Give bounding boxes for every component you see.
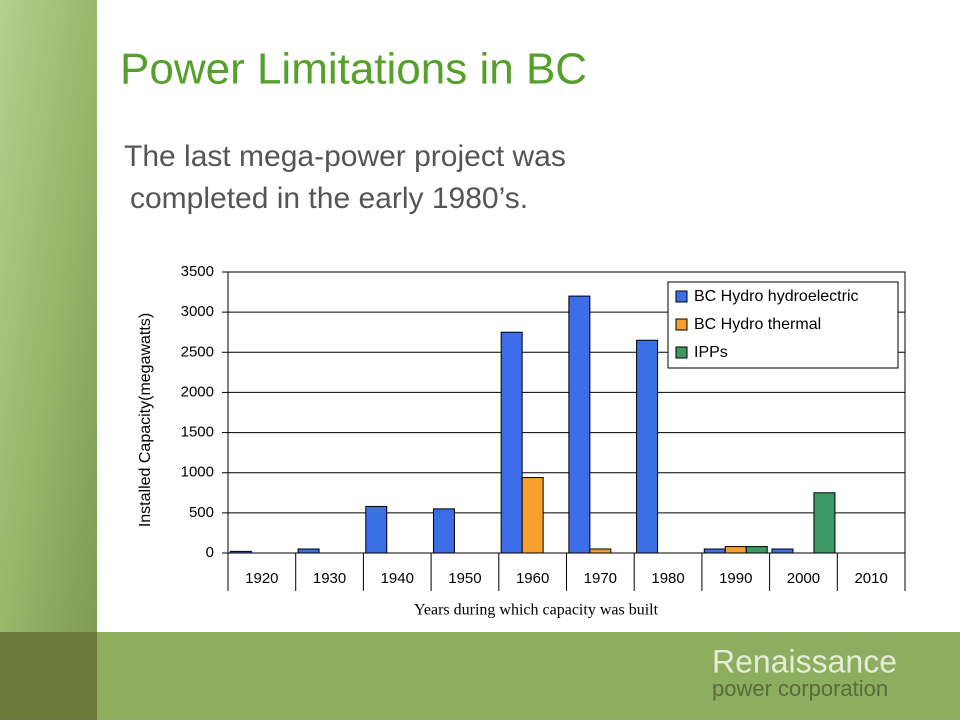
x-tick-label: 2000 xyxy=(787,570,820,587)
legend-swatch xyxy=(675,290,688,303)
legend-label: BC Hydro thermal xyxy=(694,316,821,333)
side-strip xyxy=(0,0,97,632)
slide-title: Power Limitations in BC xyxy=(120,45,587,94)
legend-swatch xyxy=(675,346,688,359)
corner-block xyxy=(0,632,97,720)
bar xyxy=(432,508,455,554)
y-tick-label: 500 xyxy=(189,504,214,521)
x-tick-label: 1930 xyxy=(313,570,346,587)
bar xyxy=(500,331,523,554)
x-tick-label: 1990 xyxy=(719,570,752,587)
x-tick-label: 1960 xyxy=(516,570,549,587)
body-text: The last mega-power project was xyxy=(124,140,566,173)
bar xyxy=(589,548,612,554)
x-tick-label: 1920 xyxy=(245,570,278,587)
y-tick-label: 1000 xyxy=(181,464,214,481)
y-tick-label: 1500 xyxy=(181,424,214,441)
y-tick-label: 3000 xyxy=(181,303,214,320)
x-tick-label: 1940 xyxy=(381,570,414,587)
bar xyxy=(703,548,726,554)
x-tick-label: 1970 xyxy=(584,570,617,587)
bar xyxy=(365,505,388,554)
x-axis-label: Years during which capacity was built xyxy=(414,602,659,619)
logo-sub: power corporation xyxy=(712,676,888,701)
bar xyxy=(521,477,544,554)
bar xyxy=(229,550,252,554)
bar xyxy=(724,546,747,554)
legend-label: IPPs xyxy=(694,344,728,361)
legend-label: BC Hydro hydroelectric xyxy=(694,288,859,305)
footer-band xyxy=(97,632,960,720)
x-tick-label: 2010 xyxy=(854,570,887,587)
y-tick-label: 0 xyxy=(206,544,214,561)
logo-name: Renaissance xyxy=(712,643,897,679)
legend-swatch xyxy=(675,318,688,331)
x-tick-label: 1950 xyxy=(448,570,481,587)
bar xyxy=(636,339,659,554)
bar xyxy=(745,546,768,554)
x-tick-label: 1980 xyxy=(651,570,684,587)
bar xyxy=(771,548,794,554)
bar xyxy=(297,548,320,554)
y-tick-label: 2000 xyxy=(181,383,214,400)
legend-box xyxy=(667,281,899,369)
bar xyxy=(813,492,836,554)
bar xyxy=(568,295,591,554)
y-axis-label: Installed Capacity(megawatts) xyxy=(137,313,154,527)
y-tick-label: 3500 xyxy=(181,263,214,280)
y-tick-label: 2500 xyxy=(181,343,214,360)
body-text: completed in the early 1980’s. xyxy=(130,182,528,215)
